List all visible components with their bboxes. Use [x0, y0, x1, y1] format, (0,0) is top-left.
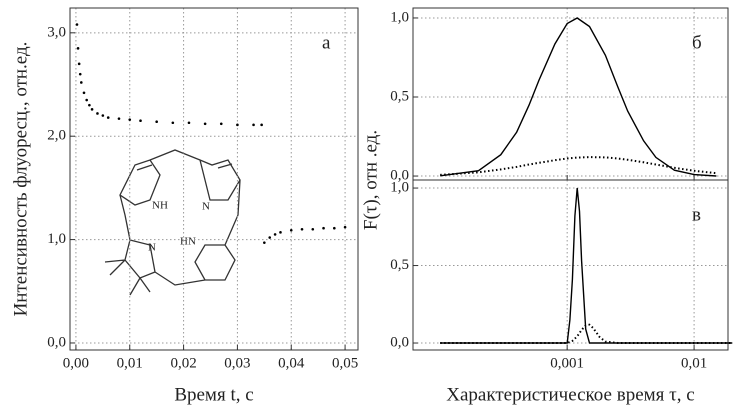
x-tick-label: 0,04: [278, 355, 305, 371]
y-tick-label: 3,0: [47, 24, 66, 40]
data-point: [203, 122, 207, 126]
data-point: [80, 81, 83, 84]
data-point: [311, 227, 315, 231]
data-point: [263, 241, 266, 244]
data-point: [236, 123, 239, 127]
data-point: [106, 116, 110, 119]
data-point: [77, 62, 81, 66]
data-point: [101, 114, 105, 117]
panel-label: а: [322, 32, 331, 53]
y-tick-label: 1,0: [390, 9, 409, 25]
data-point: [252, 123, 255, 127]
data-point: [333, 226, 336, 230]
x-tick-label: 0,00: [63, 355, 89, 371]
data-point: [78, 72, 82, 76]
x-tick-label: 0,02: [170, 355, 196, 371]
plot-frame: [69, 7, 359, 351]
data-line: [440, 188, 733, 344]
plot-frame: [412, 179, 729, 351]
y-tick-label: 0,0: [390, 167, 409, 183]
y-tick-label: 1,0: [47, 231, 66, 247]
data-point: [343, 225, 347, 229]
molecule: [104, 149, 241, 296]
y-tick-label: 0,5: [390, 88, 409, 104]
y-axis-label: F(τ), отн .ед.: [360, 130, 381, 230]
data-point: [75, 23, 79, 26]
x-tick-label: 0,01: [681, 355, 707, 371]
data-point: [268, 236, 272, 239]
data-point: [139, 119, 142, 122]
y-tick-label: 0,0: [47, 334, 66, 350]
data-point: [219, 122, 223, 126]
atom-label: N: [148, 242, 156, 254]
data-point: [155, 120, 158, 124]
data-point: [289, 228, 293, 232]
data-line: [440, 156, 717, 176]
data-line: [440, 17, 717, 177]
x-tick-label: 0,05: [332, 355, 358, 371]
data-point: [88, 103, 91, 107]
y-tick-label: 2,0: [47, 128, 66, 144]
data-point: [273, 233, 277, 236]
x-tick-label: 0,01: [117, 355, 143, 371]
panel-label: б: [692, 32, 702, 53]
x-axis-label: Время t, с: [174, 384, 253, 405]
y-tick-label: 1,0: [390, 179, 409, 195]
molecule-bonds: [104, 149, 241, 296]
data-point: [76, 47, 80, 50]
plot-frame: [412, 7, 729, 181]
y-tick-label: 0,0: [390, 334, 409, 350]
data-point: [279, 231, 282, 234]
data-point: [171, 121, 175, 125]
data-point: [90, 108, 94, 111]
data-point: [117, 117, 121, 120]
atom-label: NH: [152, 200, 168, 212]
atom-label: N: [202, 201, 210, 213]
y-tick-label: 0,5: [390, 257, 409, 273]
data-point: [260, 123, 263, 127]
panel-label: в: [692, 204, 701, 225]
data-point: [128, 118, 132, 121]
x-axis-label: Характеристическое время τ, с: [446, 384, 694, 405]
data-point: [322, 226, 325, 230]
data-point: [85, 98, 88, 102]
data-point: [300, 227, 304, 231]
data-point: [82, 91, 86, 95]
data-point: [96, 112, 99, 115]
x-tick-label: 0,001: [550, 355, 584, 371]
x-tick-label: 0,03: [224, 355, 250, 371]
y-axis-label: Интенсивность флуоресц., отн.ед.: [10, 42, 31, 317]
data-point: [187, 121, 191, 125]
atom-label: HN: [180, 236, 196, 248]
